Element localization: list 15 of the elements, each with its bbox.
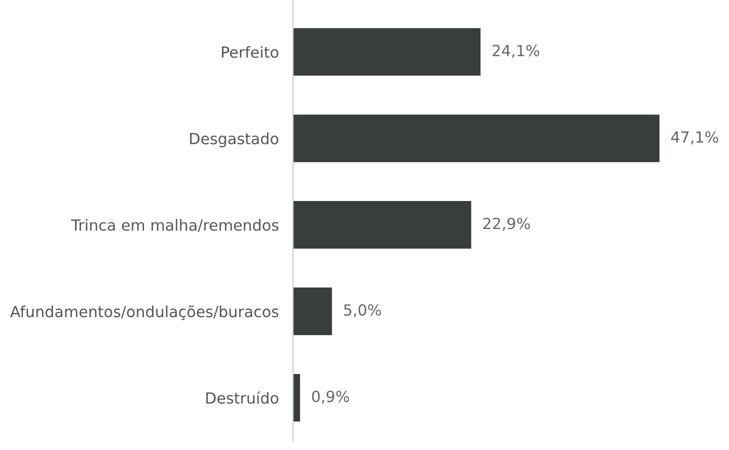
- bar: [293, 288, 332, 336]
- y-tick-label: Trinca em malha/remendos: [71, 219, 278, 232]
- bar: [293, 114, 660, 162]
- bar: [293, 201, 472, 249]
- data-label: 24,1%: [492, 44, 540, 58]
- bar: [293, 374, 300, 422]
- y-tick-label: Desgastado: [190, 132, 278, 148]
- data-label: 47,1%: [671, 131, 718, 144]
- data-label: 0,9%: [312, 390, 350, 404]
- y-tick-label: Afundamentos/ondulações/buracos: [10, 305, 278, 320]
- data-label: 22,9%: [483, 218, 530, 231]
- bar: [293, 28, 481, 76]
- data-label: 5,0%: [344, 304, 381, 318]
- y-tick-label: Destruído: [206, 391, 278, 404]
- y-tick-label: Perfeito: [222, 46, 278, 58]
